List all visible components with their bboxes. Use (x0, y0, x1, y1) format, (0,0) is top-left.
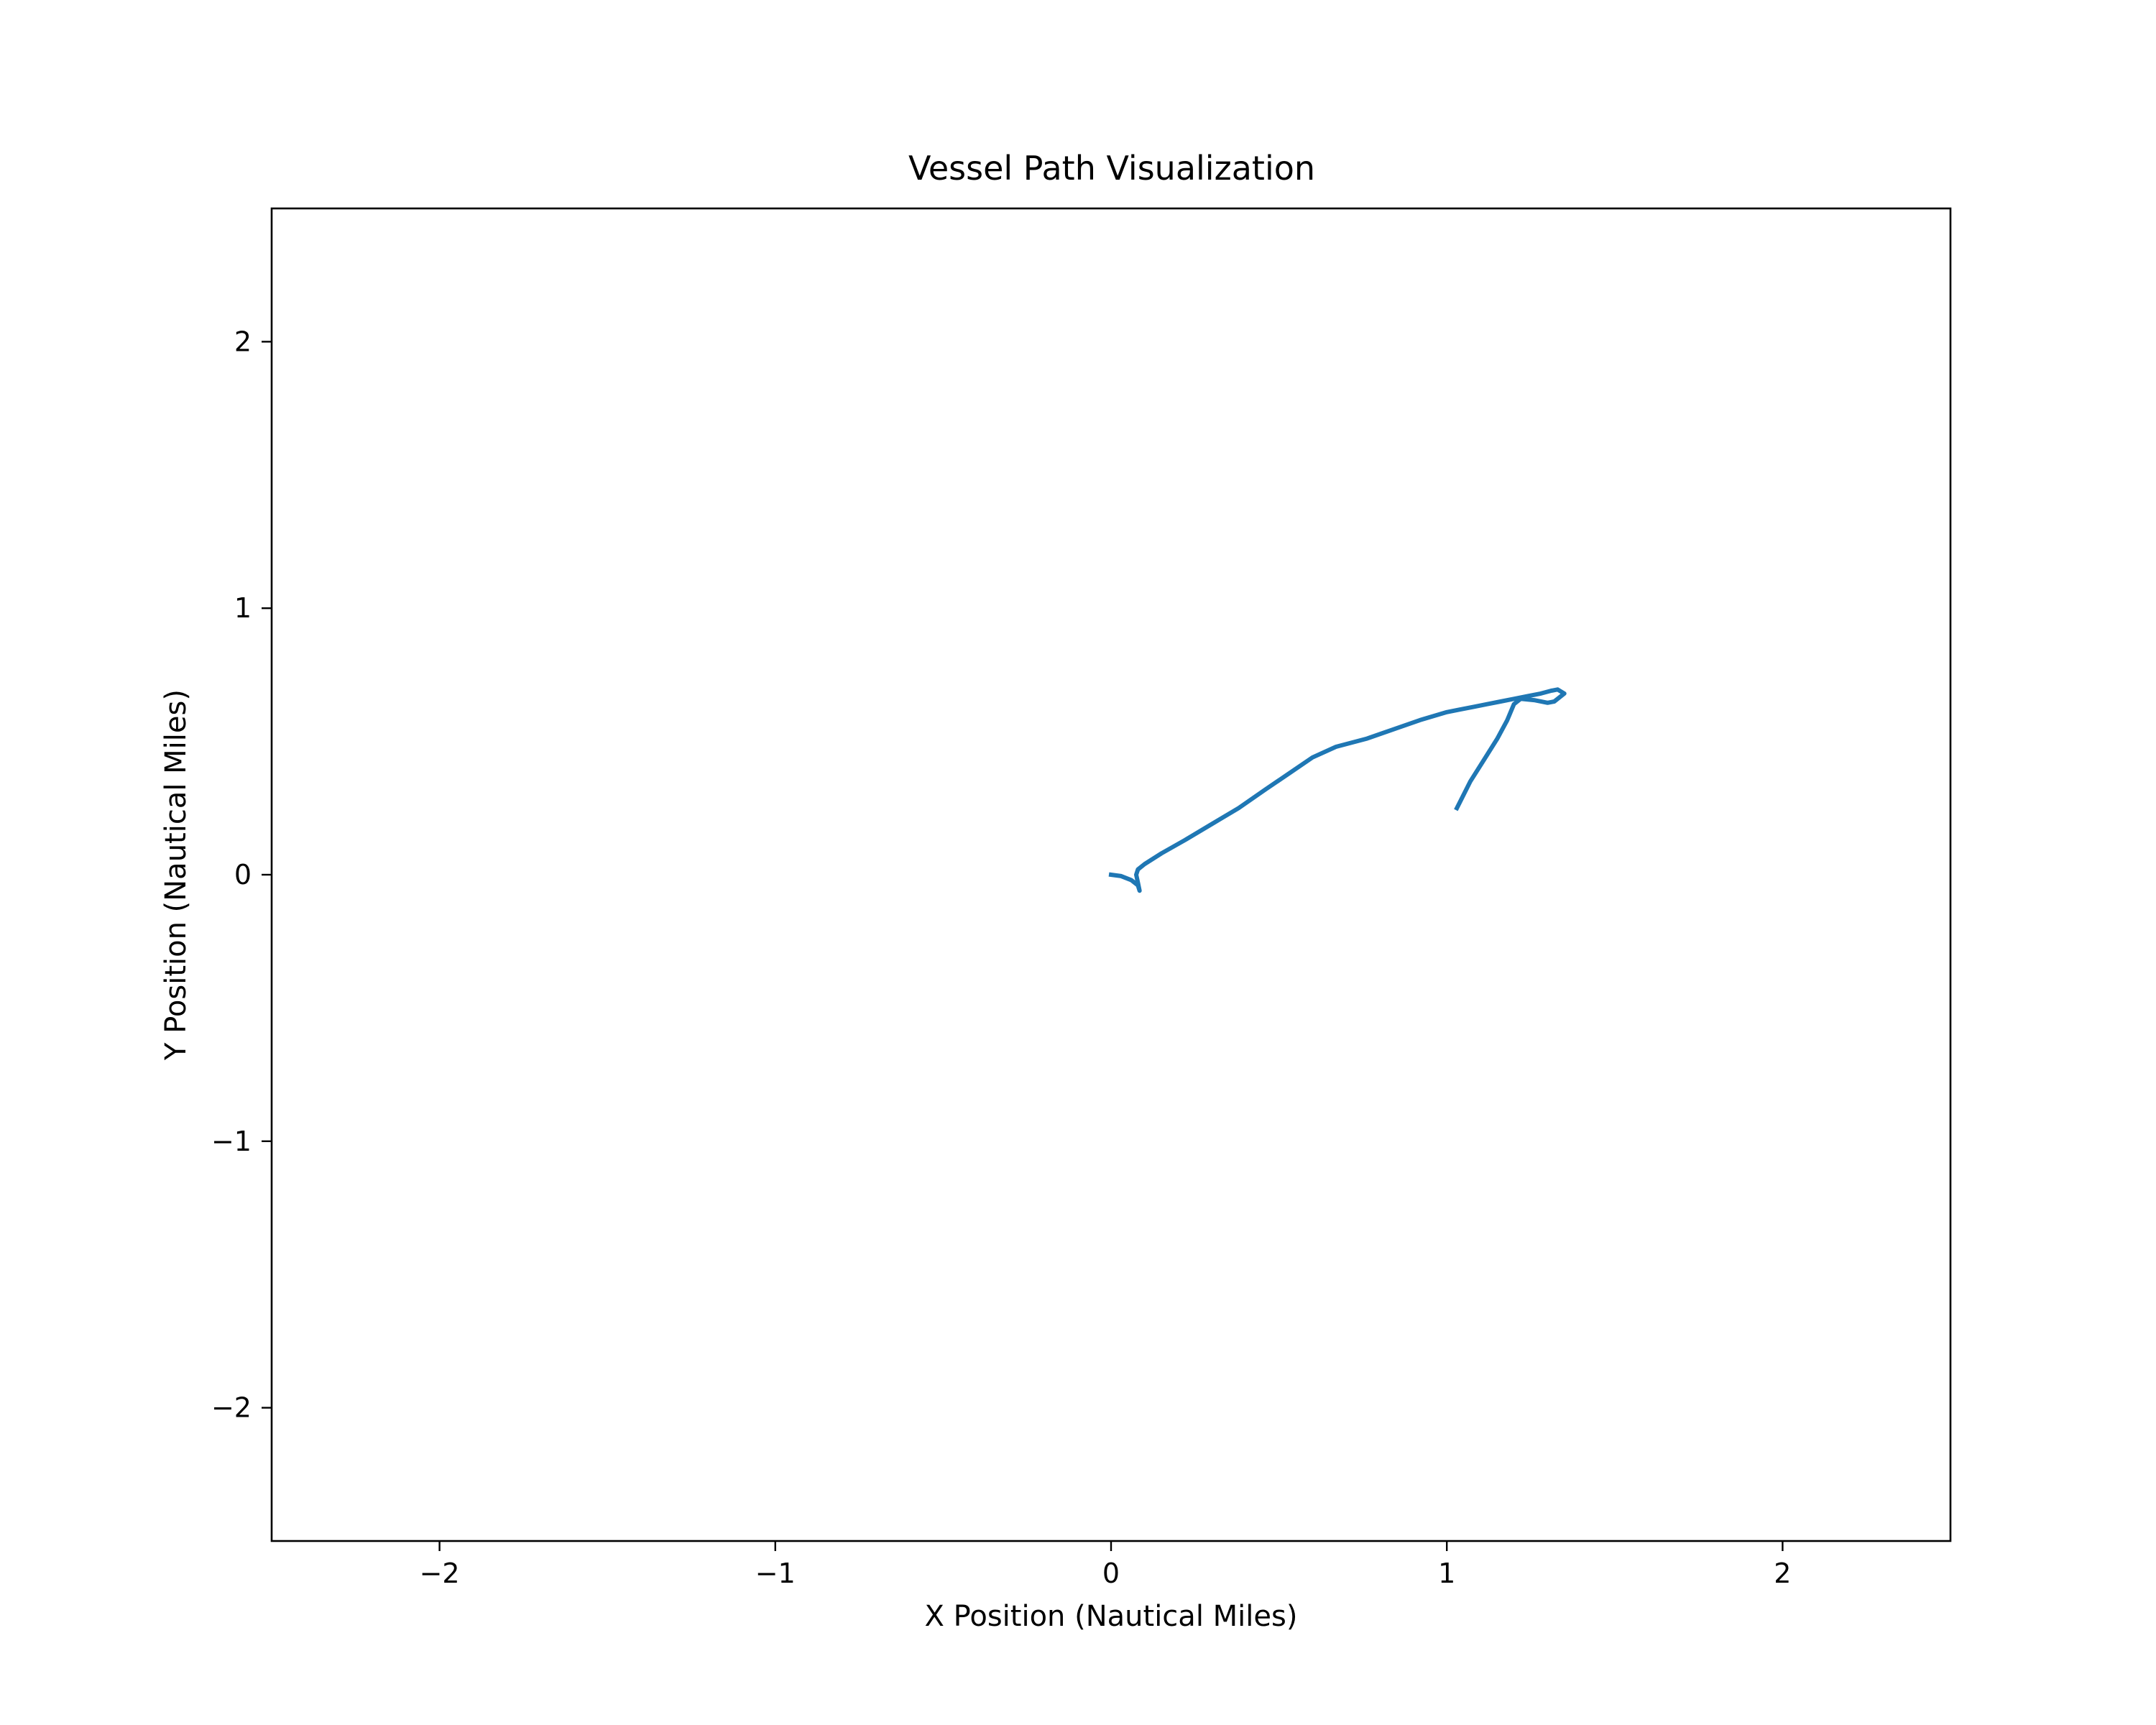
x-tick-label: 2 (1774, 1558, 1791, 1589)
vessel-path-line (1108, 687, 1567, 893)
y-tick-label: −1 (211, 1126, 252, 1157)
y-axis-label: Y Position (Nautical Miles) (160, 689, 193, 1061)
x-tick-label: 0 (1102, 1558, 1120, 1589)
plot-frame (270, 207, 1952, 1542)
y-tick-label: 0 (234, 859, 252, 891)
plot-series (1108, 687, 1567, 893)
x-tick-label: −1 (755, 1558, 796, 1589)
x-tick-label: 1 (1438, 1558, 1455, 1589)
x-axis-label: X Position (Nautical Miles) (925, 1600, 1298, 1633)
chart-title: Vessel Path Visualization (908, 149, 1315, 188)
x-tick-label: −2 (420, 1558, 460, 1589)
y-tick-label: 2 (234, 326, 252, 357)
y-tick-label: 1 (234, 592, 252, 624)
x-axis-ticks: −2 −1 0 1 2 (420, 1541, 1791, 1589)
y-axis-ticks: −2 −1 0 1 2 (211, 326, 272, 1424)
y-tick-label: −2 (211, 1392, 252, 1424)
